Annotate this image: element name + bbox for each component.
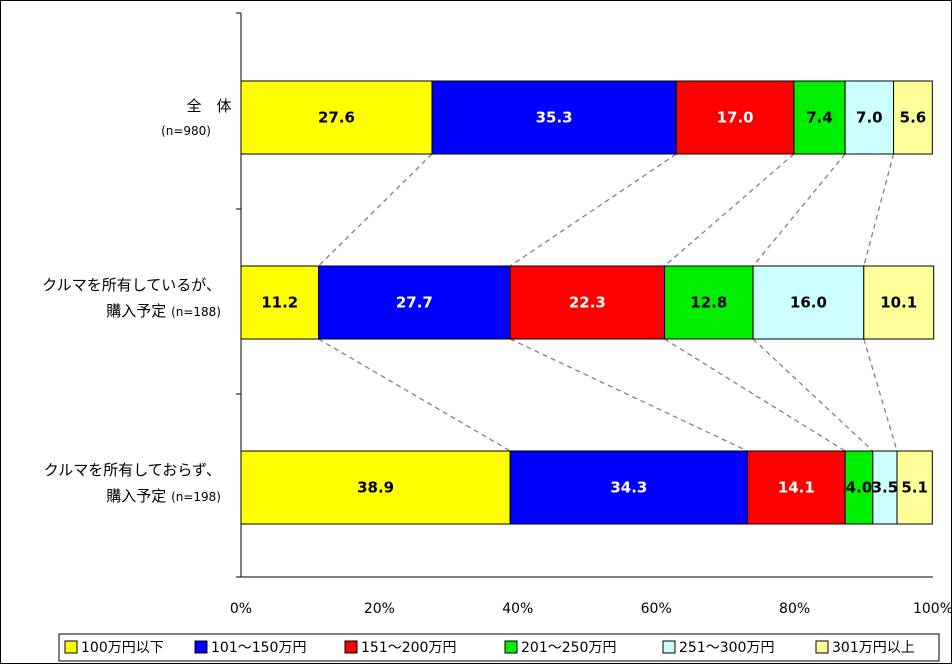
legend-swatch (194, 640, 208, 654)
category-n: (n=980) (161, 124, 211, 138)
series-line (664, 153, 795, 267)
data-label: 3.5 (872, 479, 899, 497)
legend-swatch (815, 640, 829, 654)
bar-segment (509, 265, 666, 340)
legend-swatch (344, 640, 358, 654)
x-tick-label: 60% (641, 601, 672, 617)
category-label-line2: 購入予定 (n=188) (106, 302, 221, 320)
category-label: クルマを所有しているが、 (42, 276, 221, 294)
bar-segment (844, 450, 874, 525)
series-line (863, 153, 895, 267)
category-label: クルマを所有しておらず、 (44, 461, 221, 479)
data-label: 27.6 (318, 109, 355, 127)
legend-label: 251～300万円 (679, 640, 774, 656)
bar-segment (896, 450, 933, 525)
data-label: 7.4 (806, 109, 833, 127)
series-line (664, 338, 846, 452)
series-line (752, 153, 846, 267)
axes (236, 12, 933, 578)
data-label: 12.8 (690, 294, 727, 312)
bar-segment (747, 450, 846, 525)
data-label: 16.0 (790, 294, 827, 312)
category-label: 全 体 (186, 97, 231, 115)
x-tick-label: 100% (913, 601, 951, 617)
bar-segments (240, 80, 935, 525)
x-tick-label: 80% (779, 601, 810, 617)
data-label: 38.9 (357, 479, 394, 497)
data-label: 4.0 (846, 479, 873, 497)
data-label: 11.2 (261, 294, 298, 312)
data-label: 27.7 (396, 294, 433, 312)
legend-label: 101～150万円 (211, 640, 306, 656)
data-label: 5.6 (900, 109, 927, 127)
data-label: 17.0 (717, 109, 754, 127)
legend-swatch (504, 640, 518, 654)
legend-swatch (64, 640, 78, 654)
bar-segment (664, 265, 754, 340)
bar-segment (509, 450, 749, 525)
data-label: 5.1 (901, 479, 928, 497)
series-line (509, 153, 677, 267)
bar-segment (752, 265, 865, 340)
x-tick-label: 20% (364, 601, 395, 617)
data-label: 35.3 (536, 109, 573, 127)
bar-segment (240, 265, 320, 340)
bar-segment (863, 265, 935, 340)
legend-box (58, 633, 940, 662)
legend-label: 151～200万円 (361, 640, 456, 656)
x-tick-label: 0% (230, 601, 252, 617)
data-label: 34.3 (610, 479, 647, 497)
series-line (863, 338, 898, 452)
series-lines (318, 153, 898, 452)
legend: 100万円以下 101～150万円 151～200万円 201～250万円 251～30… (58, 633, 940, 662)
data-label: 22.3 (569, 294, 606, 312)
series-line (318, 153, 433, 267)
series-line (752, 338, 874, 452)
bar-segment (240, 80, 433, 155)
category-n: (n=198) (171, 490, 221, 504)
bar-segment (872, 450, 898, 525)
series-line (318, 338, 511, 452)
data-label: 10.1 (880, 294, 917, 312)
legend-swatch (662, 640, 676, 654)
labels: 27.6 35.3 17.0 7.4 7.0 5.6 11.2 27.7 22.3 12.8 16.… (42, 97, 952, 617)
bar-segment (844, 80, 895, 155)
bar-segment (240, 450, 511, 525)
bar-segment (893, 80, 933, 155)
legend-label: 301万円以上 (832, 640, 915, 656)
legend-label: 100万円以下 (81, 640, 164, 656)
legend-label: 201～250万円 (521, 640, 616, 656)
category-label-line2: 購入予定 (n=198) (106, 487, 221, 505)
data-label: 7.0 (856, 109, 883, 127)
category-n: (n=188) (171, 305, 221, 319)
data-label: 14.1 (778, 479, 815, 497)
bar-segment (431, 80, 677, 155)
bar-segment (318, 265, 511, 340)
x-tick-label: 40% (502, 601, 533, 617)
series-line (509, 338, 748, 452)
